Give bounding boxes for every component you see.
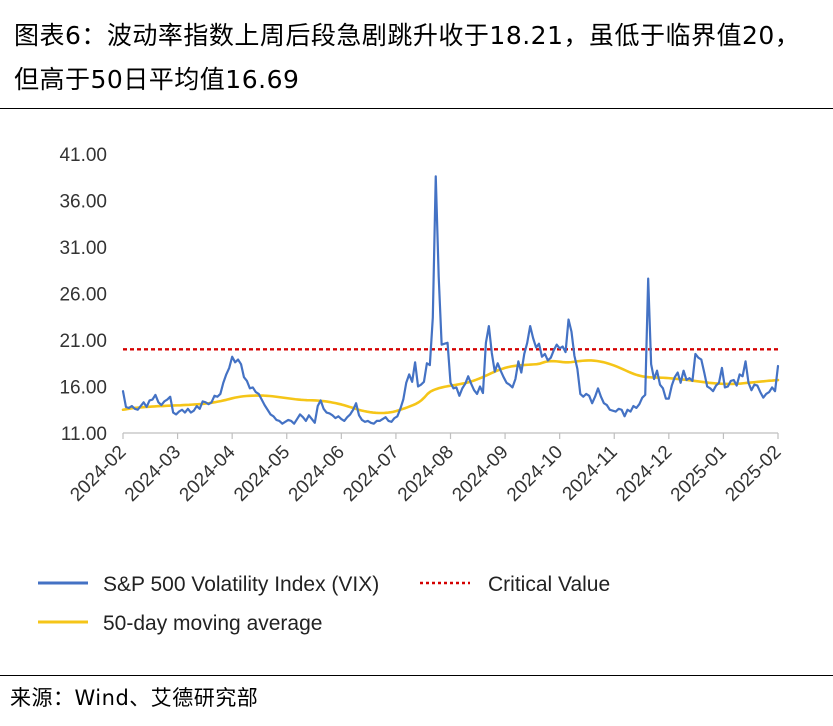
x-tick-label: 2024-05 xyxy=(230,442,294,506)
plot-area xyxy=(121,175,780,425)
moving-average-line xyxy=(121,359,780,415)
x-tick-label: 2024-08 xyxy=(394,442,458,506)
y-tick-label: 36.00 xyxy=(59,192,107,213)
y-tick-label: 11.00 xyxy=(61,424,107,445)
bottom-rule xyxy=(0,675,833,676)
vix-series-line xyxy=(121,175,780,425)
x-tick-label: 2024-09 xyxy=(448,442,512,506)
y-tick-label: 41.00 xyxy=(59,145,107,166)
legend-vix-label: S&P 500 Volatility Index (VIX) xyxy=(103,573,379,596)
y-axis: 41.00 36.00 31.00 26.00 21.00 16.00 11.00 xyxy=(59,145,107,445)
x-tick-label: 2024-12 xyxy=(612,442,676,506)
chart-title: 图表6：波动率指数上周后段急剧跳升收于18.21，虽低于临界值20，但高于50日… xyxy=(14,21,801,94)
x-axis: 2024-022024-032024-042024-052024-062024-… xyxy=(66,432,786,506)
y-tick-label: 21.00 xyxy=(59,331,107,352)
source-note: 来源：Wind、艾德研究部 xyxy=(10,686,259,710)
x-tick-label: 2024-04 xyxy=(176,441,240,505)
legend-ma-label: 50-day moving average xyxy=(103,612,322,635)
legend: S&P 500 Volatility Index (VIX) Critical … xyxy=(38,573,610,635)
x-tick-label: 2025-01 xyxy=(667,442,731,506)
y-tick-label: 31.00 xyxy=(59,238,107,259)
x-tick-label: 2024-11 xyxy=(559,442,622,505)
vix-line-chart: 41.00 36.00 31.00 26.00 21.00 16.00 11.00 2024… xyxy=(38,145,786,635)
x-tick-label: 2024-07 xyxy=(339,442,403,506)
y-tick-label: 26.00 xyxy=(59,285,107,306)
legend-critical-label: Critical Value xyxy=(488,573,610,596)
x-tick-label: 2024-02 xyxy=(66,442,130,506)
top-rule xyxy=(0,108,833,109)
x-tick-label: 2025-02 xyxy=(721,442,785,506)
x-tick-label: 2024-03 xyxy=(121,442,185,506)
y-tick-label: 16.00 xyxy=(59,378,107,399)
x-tick-label: 2024-06 xyxy=(285,442,349,506)
x-tick-label: 2024-10 xyxy=(503,442,567,506)
